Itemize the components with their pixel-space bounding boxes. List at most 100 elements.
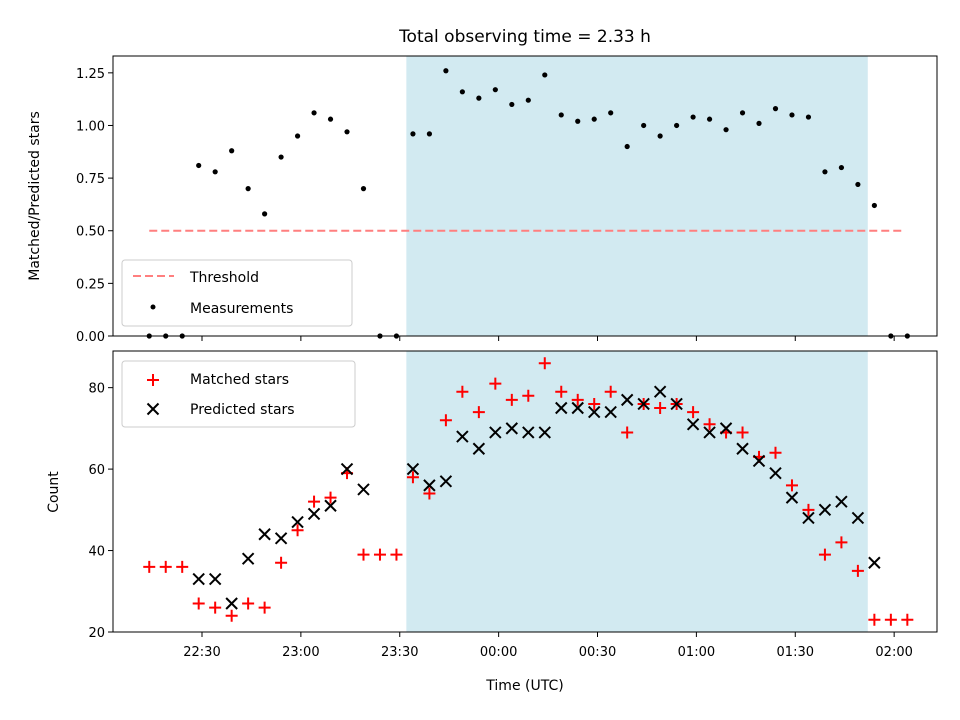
matched-star-point	[654, 402, 667, 415]
legend-measurements-label: Measurements	[190, 301, 293, 317]
x-axis-label: Time (UTC)	[485, 678, 563, 694]
bottom-legend-box	[121, 360, 356, 428]
top-y-tick-label: 0.25	[76, 277, 105, 292]
x-tick-label: 01:30	[777, 645, 814, 660]
bottom-y-axis-label: Count	[46, 471, 62, 513]
matched-star-point	[818, 548, 831, 561]
matched-star-point	[769, 446, 782, 459]
predicted-star-point	[620, 393, 634, 407]
measurement-point	[410, 131, 416, 137]
matched-star-point	[308, 495, 321, 508]
predicted-star-point	[868, 556, 881, 569]
bottom-y-tick-label: 60	[88, 463, 105, 478]
legend-measurements-swatch	[150, 304, 156, 310]
measurement-point	[542, 72, 548, 78]
bottom-x-axis: 22:30 23:00 23:30 00:00 00:30 01:00 01:30 02:00	[183, 632, 913, 660]
legend-matched-swatch	[147, 374, 159, 386]
matched-star-point	[143, 560, 156, 573]
predicted-star-point	[802, 511, 815, 525]
predicted-star-point	[472, 442, 486, 455]
matched-star-point	[687, 406, 700, 419]
matched-star-point	[423, 487, 436, 500]
bottom-y-axis: 20 40 60 80	[88, 382, 113, 641]
matched-star-point	[505, 393, 518, 406]
x-tick-label: 23:00	[282, 645, 319, 660]
matched-star-point	[703, 418, 716, 431]
top-highlight-span	[406, 56, 868, 336]
matched-star-point	[604, 385, 617, 398]
measurement-point	[492, 87, 498, 93]
measurement-point	[278, 154, 284, 160]
matched-star-point	[192, 597, 205, 610]
matched-star-point	[538, 357, 551, 370]
measurement-point	[360, 186, 367, 192]
measurement-point	[690, 114, 696, 120]
legend-threshold-label: Threshold	[189, 270, 259, 286]
predicted-star-point	[439, 475, 453, 488]
predicted-star-point	[241, 552, 255, 565]
measurement-point	[525, 97, 531, 103]
predicted-star-point	[357, 483, 370, 496]
matched-star-point	[489, 377, 502, 390]
measurement-point	[229, 148, 235, 154]
top-y-tick-label: 0.75	[76, 172, 105, 187]
bottom-y-tick-label: 80	[88, 382, 105, 397]
matched-star-point	[736, 426, 749, 439]
predicted-star-point	[208, 572, 222, 586]
matched-star-point	[472, 406, 485, 419]
matched-star-point	[159, 560, 172, 573]
measurement-point	[723, 127, 729, 133]
matched-star-point	[588, 397, 601, 410]
measurement-point	[855, 181, 861, 188]
bottom-plot-frame	[112, 350, 938, 633]
measurement-point	[459, 89, 465, 95]
measurement-point	[838, 164, 845, 171]
measurement-point	[822, 169, 828, 175]
matched-star-point	[785, 479, 798, 492]
predicted-star-point	[769, 466, 782, 480]
predicted-star-point	[192, 572, 205, 586]
top-legend-box	[121, 259, 353, 327]
measurement-point	[789, 112, 795, 118]
predicted-star-point	[785, 491, 799, 504]
measurement-point	[327, 116, 334, 122]
x-tick-label: 23:30	[381, 645, 418, 660]
top-y-axis-label: Matched/Predicted stars	[27, 111, 43, 281]
measurement-point	[509, 101, 515, 108]
top-plot-frame	[112, 55, 938, 337]
predicted-star-point	[538, 426, 551, 439]
top-y-tick-label: 0.50	[76, 225, 105, 240]
bottom-y-tick-label: 20	[88, 626, 105, 641]
predicted-star-point	[851, 511, 865, 525]
measurement-point	[558, 112, 564, 118]
matched-star-point	[555, 385, 568, 398]
predicted-star-point	[258, 528, 271, 541]
predicted-star-point	[340, 462, 354, 476]
top-x-axis	[201, 336, 895, 341]
x-tick-label: 22:30	[183, 645, 220, 660]
measurement-point	[294, 133, 301, 139]
top-panel: 0.00 0.25 0.50 0.75 1.00 1.25 Matched/Predict…	[27, 55, 938, 345]
predicted-star-point	[835, 495, 848, 508]
predicted-star-point	[752, 454, 766, 468]
predicted-star-point	[505, 422, 519, 435]
predicted-star-point	[274, 532, 288, 545]
predicted-star-point	[686, 418, 700, 431]
measurement-point	[756, 120, 762, 126]
matched-star-point	[884, 613, 897, 626]
top-y-tick-label: 1.25	[76, 67, 105, 82]
legend-predicted-swatch	[146, 402, 160, 416]
predicted-star-point	[604, 405, 617, 419]
bottom-legend: Matched stars Predicted stars	[121, 360, 356, 428]
predicted-star-point	[324, 499, 337, 512]
measurement-point	[196, 162, 202, 169]
measurement-point	[641, 122, 647, 129]
matched-star-point	[390, 548, 403, 561]
matched-star-point	[258, 601, 271, 614]
measurement-point	[443, 68, 449, 74]
top-y-axis: 0.00 0.25 0.50 0.75 1.00 1.25	[76, 67, 113, 345]
top-legend: Threshold Measurements	[121, 259, 353, 327]
legend-matched-label: Matched stars	[190, 372, 289, 388]
measurement-point	[608, 110, 614, 116]
